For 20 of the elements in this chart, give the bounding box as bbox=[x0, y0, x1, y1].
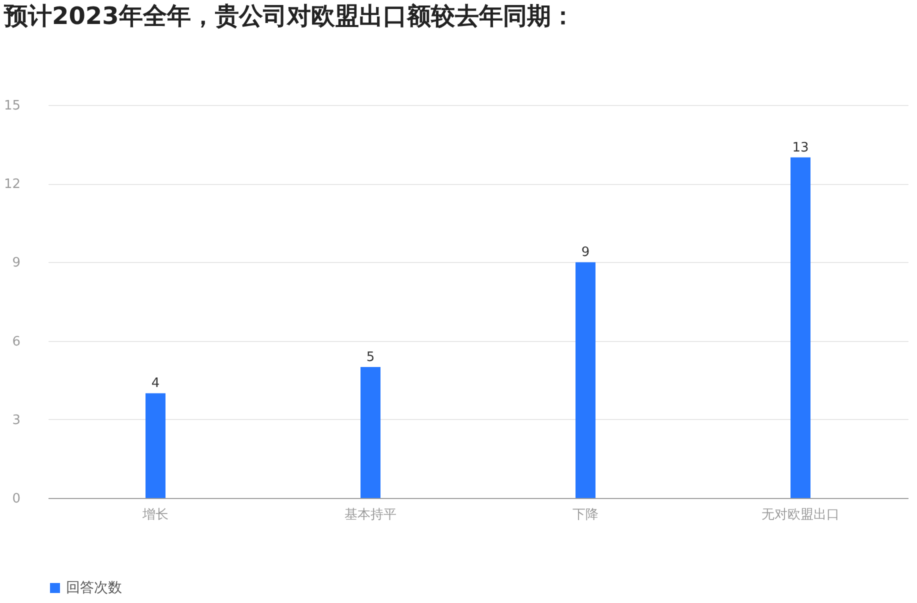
data-label: 9 bbox=[581, 245, 590, 260]
bar bbox=[146, 393, 166, 498]
data-label: 4 bbox=[151, 376, 160, 392]
x-tick-label: 增长 bbox=[142, 508, 168, 522]
data-label: 13 bbox=[792, 140, 809, 156]
x-tick-label: 无对欧盟出口 bbox=[762, 508, 840, 522]
y-tick-label: 12 bbox=[4, 177, 20, 192]
legend-label: 回答次数 bbox=[66, 580, 122, 596]
x-tick-label: 下降 bbox=[572, 508, 598, 522]
chart-title: 预计2023年全年，贵公司对欧盟出口额较去年同期： bbox=[3, 2, 575, 30]
bar bbox=[576, 262, 596, 498]
y-tick-label: 15 bbox=[4, 98, 20, 114]
x-tick-label: 基本持平 bbox=[344, 508, 396, 522]
y-tick-label: 3 bbox=[12, 412, 20, 428]
bar bbox=[360, 367, 380, 498]
data-label: 5 bbox=[366, 350, 375, 365]
y-tick-label: 6 bbox=[12, 334, 20, 350]
bar bbox=[790, 157, 810, 498]
y-tick-label: 9 bbox=[12, 256, 20, 271]
y-tick-label: 0 bbox=[12, 492, 20, 506]
